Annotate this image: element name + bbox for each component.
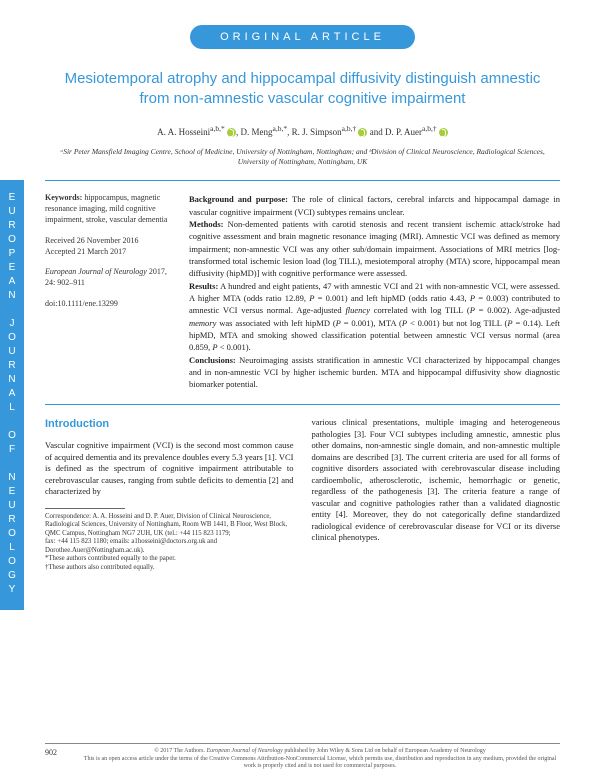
author-sup: a,b,*: [273, 124, 288, 133]
abstract-concl-label: Conclusions:: [189, 355, 236, 365]
abs-r-h: < 0.001) but not log TILL (: [407, 318, 507, 328]
abstract-results-label: Results:: [189, 281, 218, 291]
intro-col-right: various clinical presentations, multiple…: [312, 417, 561, 572]
author-sup: a,b,†: [342, 124, 357, 133]
dates-block: Received 26 November 2016 Accepted 21 Ma…: [45, 236, 173, 258]
abstract-methods-label: Methods:: [189, 219, 223, 229]
article-type-badge: ORIGINAL ARTICLE: [190, 25, 415, 49]
intro-heading: Introduction: [45, 417, 294, 432]
author-sup: a,b,*: [210, 124, 225, 133]
affiliations: ᵃSir Peter Mansfield Imaging Centre, Sch…: [55, 147, 550, 167]
fluency-ital: fluency: [345, 305, 370, 315]
orcid-icon: [439, 128, 448, 137]
accepted-date: Accepted 21 March 2017: [45, 247, 173, 258]
page-content: ORIGINAL ARTICLE Mesiotemporal atrophy a…: [45, 0, 560, 572]
abs-r-g: = 0.001), MTA (: [341, 318, 402, 328]
orcid-icon: [227, 128, 236, 137]
abstract-methods: Non-demented patients with carotid steno…: [189, 219, 560, 278]
article-type-wrap: ORIGINAL ARTICLE: [45, 25, 560, 49]
memory-ital: memory: [189, 318, 216, 328]
divider: [45, 180, 560, 181]
author-name: R. J. Simpson: [292, 127, 342, 137]
received-date: Received 26 November 2016: [45, 236, 173, 247]
abstract-text: Background and purpose: The role of clin…: [189, 193, 560, 390]
intro-text-left: Vascular cognitive impairment (VCI) is t…: [45, 440, 294, 497]
correspondence-note2: †These authors also contributed equally.: [45, 564, 294, 572]
abstract-block: Keywords: hippocampus, magnetic resonanc…: [45, 193, 560, 390]
correspondence-block: Correspondence: A. A. Hosseini and D. P.…: [45, 513, 294, 572]
abs-r-f: was associated with left hipMD (: [216, 318, 335, 328]
intro-col-left: Introduction Vascular cognitive impairme…: [45, 417, 294, 572]
abstract-concl: Neuroimaging assists stratification in a…: [189, 355, 560, 390]
correspondence-line1: Correspondence: A. A. Hosseini and D. P.…: [45, 513, 294, 538]
journal-name: European Journal of Neurology: [45, 267, 147, 276]
author-and: and: [367, 127, 385, 137]
page-number: 902: [45, 748, 70, 757]
copyright-part1: © 2017 The Authors.: [154, 748, 206, 754]
copyright-part3: published by John Wiley & Sons Ltd on be…: [283, 748, 486, 754]
author-name: D. P. Auer: [385, 127, 422, 137]
intro-columns: Introduction Vascular cognitive impairme…: [45, 417, 560, 572]
abs-r-e: = 0.002). Age-adjusted: [475, 305, 560, 315]
correspondence-rule: [45, 508, 125, 509]
keywords-label: Keywords:: [45, 193, 82, 202]
author-name: A. A. Hosseini: [157, 127, 210, 137]
abs-r-d: correlated with log TILL (: [370, 305, 470, 315]
journal-side-tab: EUROPEAN JOURNAL OF NEUROLOGY: [0, 180, 24, 610]
journal-ref-block: European Journal of Neurology 2017, 24: …: [45, 267, 173, 289]
author-sup: a,b,†: [422, 124, 437, 133]
abstract-meta: Keywords: hippocampus, magnetic resonanc…: [45, 193, 173, 390]
correspondence-note1: *These authors contributed equally to th…: [45, 555, 294, 563]
author-name: D. Meng: [241, 127, 273, 137]
correspondence-line2: fax: +44 115 823 1180; emails: a1hossein…: [45, 538, 294, 555]
abs-r-j: < 0.001).: [218, 342, 251, 352]
author-list: A. A. Hosseinia,b,* , D. Menga,b,*, R. J…: [45, 124, 560, 137]
copyright-text: © 2017 The Authors. European Journal of …: [80, 748, 560, 770]
page-footer: 902 © 2017 The Authors. European Journal…: [45, 743, 560, 770]
intro-text-right: various clinical presentations, multiple…: [312, 417, 561, 543]
keywords-block: Keywords: hippocampus, magnetic resonanc…: [45, 193, 173, 225]
copyright-license: This is an open access article under the…: [84, 756, 556, 769]
doi: doi:10.1111/ene.13299: [45, 299, 173, 310]
article-title: Mesiotemporal atrophy and hippocampal di…: [55, 69, 550, 110]
abstract-bg-label: Background and purpose:: [189, 194, 288, 204]
divider: [45, 404, 560, 405]
abs-r-b: = 0.001) and left hipMD (odds ratio 4.43…: [314, 293, 469, 303]
copyright-journal: European Journal of Neurology: [206, 748, 282, 754]
